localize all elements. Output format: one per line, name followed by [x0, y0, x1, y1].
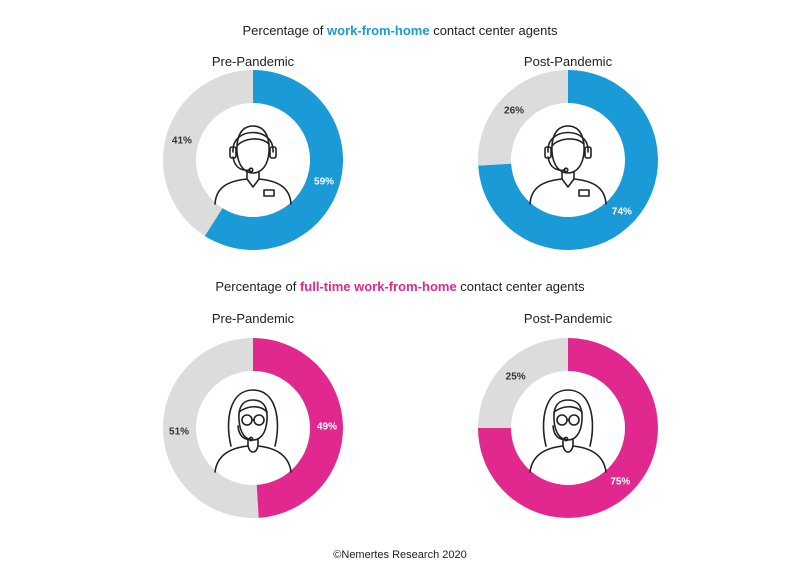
donut-chart: 59% 41%: [162, 70, 343, 250]
donut-chart: 74% 26%: [478, 70, 659, 250]
slice-value-label: 41%: [172, 135, 192, 146]
slice-value-label: 75%: [610, 476, 630, 487]
title-highlight: full-time work-from-home: [299, 279, 457, 294]
slice-value-label: 59%: [314, 177, 334, 188]
donut-slice-highlight: [204, 70, 343, 250]
bottom-section-title: Percentage of full-time work-from-home c…: [0, 279, 800, 294]
title-prefix: Percentage of: [215, 279, 300, 294]
donut-slice-remainder: [162, 338, 259, 519]
title-prefix: Percentage of: [242, 23, 328, 38]
copyright-footer: ©Nemertes Research 2020: [333, 549, 467, 561]
title-suffix: contact center agents: [456, 279, 585, 294]
donut-slice-remainder: [162, 70, 253, 236]
donut-slice-remainder: [478, 338, 568, 428]
donut-slice-highlight: [253, 338, 343, 518]
chart-title-top-left: Pre-Pandemic: [211, 54, 295, 69]
donut-slice-remainder: [478, 70, 568, 166]
title-suffix: contact center agents: [429, 23, 558, 38]
slice-value-label: 26%: [504, 105, 524, 116]
donut-slice-highlight: [478, 70, 659, 250]
male-agent-icon: [214, 125, 292, 205]
male-agent-icon: [529, 125, 607, 205]
female-agent-icon: [214, 389, 292, 473]
slice-value-label: 25%: [506, 372, 526, 383]
chart-title-top-right: Post-Pandemic: [523, 54, 613, 69]
female-agent-icon: [529, 389, 607, 473]
donut-slice-highlight: [478, 338, 658, 518]
donut-chart: 75% 25%: [478, 338, 658, 518]
slice-value-label: 74%: [612, 207, 632, 218]
top-section-title: Percentage of work-from-home contact cen…: [0, 23, 800, 38]
chart-title-bottom-right: Post-Pandemic: [523, 311, 613, 326]
chart-title-bottom-left: Pre-Pandemic: [211, 311, 295, 326]
title-highlight: work-from-home: [327, 23, 430, 38]
slice-value-label: 49%: [317, 422, 337, 433]
donut-chart: 49% 51%: [162, 338, 343, 519]
slice-value-label: 51%: [169, 426, 189, 437]
